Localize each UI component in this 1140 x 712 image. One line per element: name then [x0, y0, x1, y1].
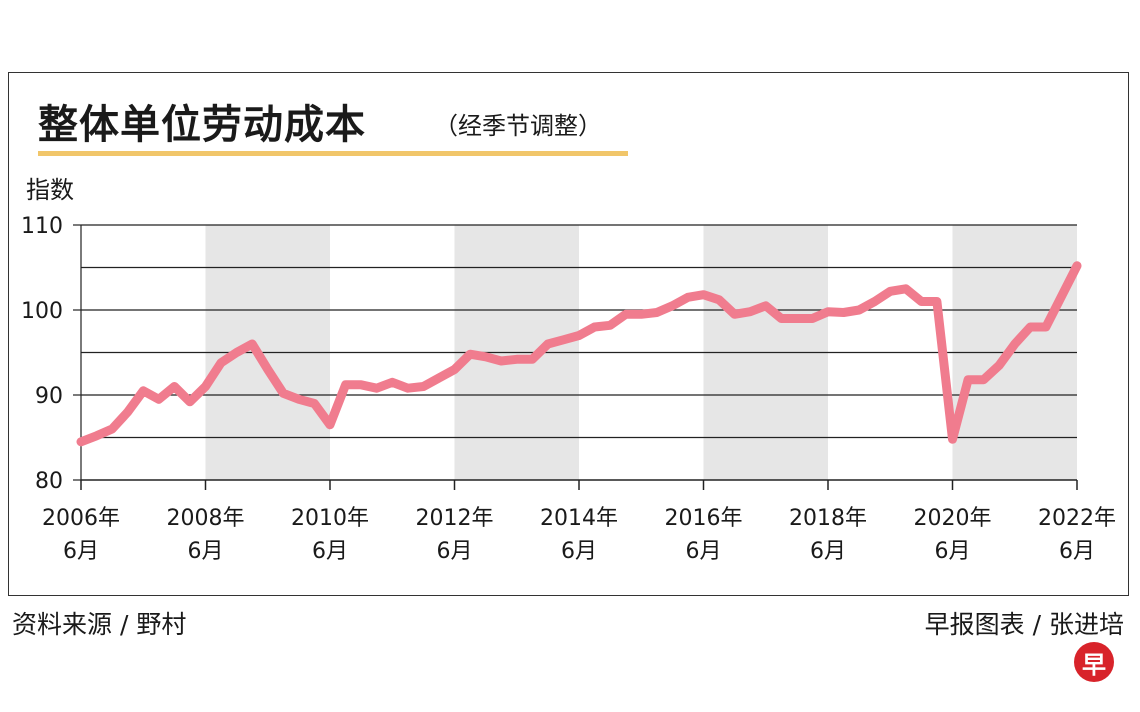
x-tick-label-year-8: 2022年 — [1038, 506, 1116, 531]
x-tick-label-year-5: 2016年 — [665, 506, 743, 531]
x-tick-label-month-0: 6月 — [63, 539, 99, 564]
y-axis-label: 指数 — [26, 176, 74, 204]
y-tick-label-110: 110 — [21, 214, 63, 239]
x-tick-label-year-7: 2020年 — [914, 506, 992, 531]
y-tick-label-90: 90 — [35, 384, 63, 409]
x-tick-label-year-3: 2012年 — [416, 506, 494, 531]
chart-subtitle: （经季节调整） — [434, 112, 602, 140]
x-tick-label-month-3: 6月 — [437, 539, 473, 564]
title-underline — [38, 151, 628, 156]
y-tick-label-80: 80 — [35, 469, 63, 494]
chart-title: 整体单位劳动成本 — [38, 102, 366, 148]
x-tick-label-month-6: 6月 — [810, 539, 846, 564]
source-credit: 资料来源 / 野村 — [12, 610, 187, 639]
x-tick-label-year-6: 2018年 — [789, 506, 867, 531]
x-tick-labels: 2006年 6月 2008年 6月 2010年 6月 2012年 6月 2014年 6月 2016年… — [42, 506, 1116, 564]
y-tick-label-100: 100 — [21, 299, 63, 324]
series-line-0 — [76, 261, 1082, 447]
x-tick-label-year-2: 2010年 — [291, 506, 369, 531]
x-tick-label-year-4: 2014年 — [540, 506, 618, 531]
x-tick-label-month-1: 6月 — [188, 539, 224, 564]
x-tick-label-year-0: 2006年 — [42, 506, 120, 531]
zaobao-logo: 早 — [1074, 642, 1114, 682]
x-tick-label-month-8: 6月 — [1059, 539, 1095, 564]
x-tick-label-month-2: 6月 — [312, 539, 348, 564]
chart-frame — [8, 72, 1129, 596]
x-tick-label-month-4: 6月 — [561, 539, 597, 564]
x-tick-label-month-5: 6月 — [686, 539, 722, 564]
series-layer — [76, 261, 1082, 447]
y-tick-labels: 80 90 100 110 — [21, 214, 63, 494]
gridlines — [81, 224, 1077, 439]
x-tick-label-year-1: 2008年 — [167, 506, 245, 531]
graphic-credit: 早报图表 / 张进培 — [924, 610, 1124, 639]
x-tick-label-month-7: 6月 — [935, 539, 971, 564]
